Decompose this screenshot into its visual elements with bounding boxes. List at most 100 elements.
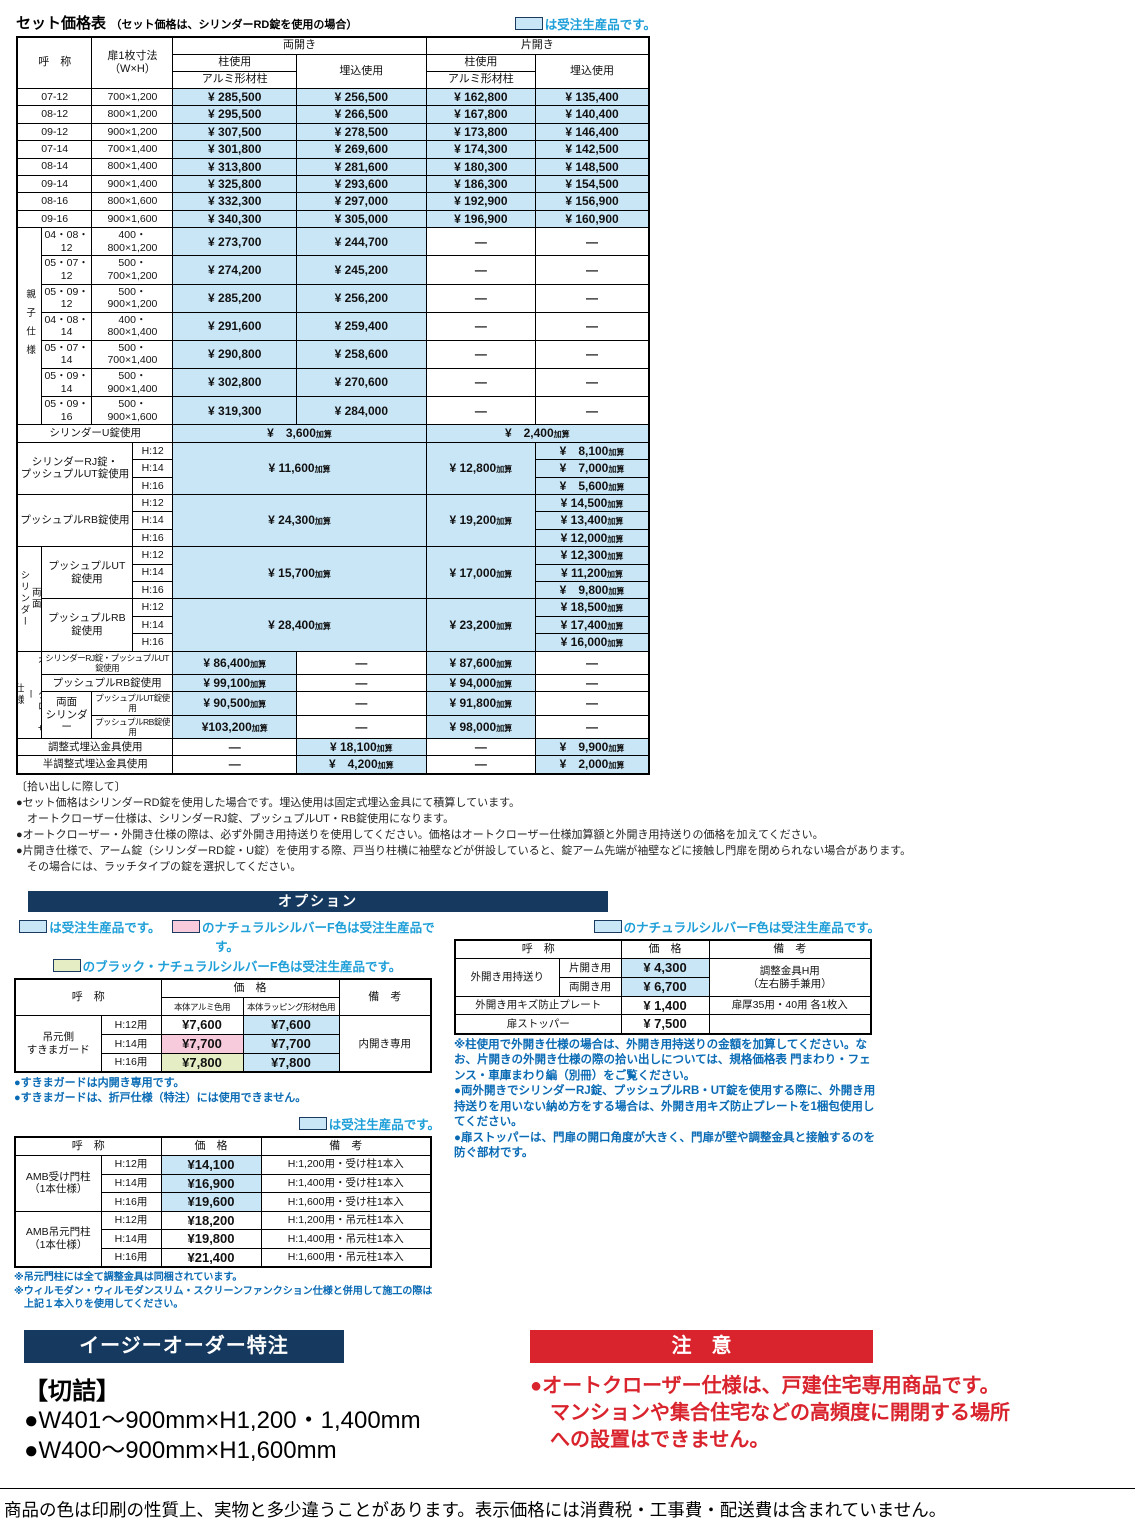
cell: H:12 bbox=[131, 493, 174, 513]
table-row: AMB吊元門柱 （1本仕様） H:12用 ¥18,200 H:1,200用・吊元柱1本… bbox=[14, 1210, 432, 1268]
cell: ¥ 98,000加算 bbox=[425, 714, 537, 740]
table-row: 08-16 800×1,600 ¥ 332,300 ¥ 297,000 ¥ 192,90… bbox=[16, 192, 650, 211]
cell: — bbox=[535, 691, 650, 716]
table-row: 05・09・12 500・900×1,200 ¥ 285,200 ¥ 256,200—… bbox=[17, 283, 650, 313]
cell: 08-12 bbox=[16, 105, 93, 124]
table-row: 両面 シリンダー プッシュプルUT錠使用 ¥ 90,500加算 — ¥ 91,800加算… bbox=[17, 691, 650, 740]
cell: H:1,600用・吊元柱1本入 bbox=[260, 1247, 432, 1268]
cell: 両面 シリンダー bbox=[40, 691, 93, 740]
cell: ¥ 274,200 bbox=[172, 255, 297, 285]
header-cell: 価 格 bbox=[160, 978, 340, 999]
cell: プッシュプルRB錠使用 bbox=[40, 673, 174, 693]
cell: 外開き用持送り bbox=[454, 958, 560, 997]
table-row: 07-12 700×1,200 ¥ 285,500 ¥ 256,500 ¥ 162,80… bbox=[16, 87, 650, 107]
cell: 05・07・14 bbox=[40, 339, 93, 370]
cell: — bbox=[425, 283, 537, 313]
header-cell: アルミ形材柱 bbox=[425, 71, 537, 89]
cell: ¥7,600 bbox=[242, 1015, 340, 1036]
cell: 500・900×1,600 bbox=[91, 396, 174, 426]
cell: プッシュプルUT錠使用 bbox=[40, 546, 133, 600]
table-row: H:16 ¥ 9,800加算 bbox=[17, 580, 650, 600]
cell: ¥ 325,800 bbox=[172, 174, 297, 194]
cell: ¥ 19,200加算 bbox=[425, 493, 537, 548]
cell: ¥103,200加算 bbox=[172, 714, 297, 740]
cell: — bbox=[425, 227, 537, 257]
table-row: H:16 ¥ 16,000加算 bbox=[17, 633, 650, 652]
table-row: 半調整式埋込金具使用 — ¥ 4,200加算 — ¥ 2,000加算 bbox=[16, 755, 650, 775]
cell: H:16 bbox=[131, 528, 174, 548]
cell: H:14 bbox=[131, 511, 174, 530]
cell: 09-16 bbox=[16, 209, 93, 229]
cell: ¥ 3,600加算 bbox=[172, 424, 427, 443]
cell: ¥ 11,200加算 bbox=[535, 563, 650, 582]
table-row: オートクローザー 仕様 シリンダーRJ錠・プッシュプルUT錠使用 ¥ 86,400加… bbox=[16, 650, 650, 740]
table-row: 外開き用持送り 片開き用 ¥ 4,300 調整金具H用 （左右勝手兼用） bbox=[454, 958, 872, 997]
cell: ¥ 154,500 bbox=[535, 174, 650, 194]
option-legend-line-2: のブラック・ナチュラルシルバーF色は受注生産品です。 bbox=[14, 956, 440, 975]
cell: — bbox=[535, 255, 650, 285]
cell: 700×1,200 bbox=[91, 87, 174, 107]
table-row: H:16用 ¥19,600 H:1,600用・受け柱1本入 bbox=[15, 1192, 432, 1212]
header-cell: 埋込使用 bbox=[535, 54, 650, 89]
made-to-order-swatch-blue bbox=[298, 1116, 327, 1130]
cell: オートクローザー 仕様 bbox=[16, 650, 42, 740]
cell: 扉ストッパー bbox=[454, 1014, 622, 1035]
cell: ¥ 148,500 bbox=[535, 157, 650, 176]
cell: AMB受け門柱 （1本仕様） bbox=[14, 1154, 102, 1212]
cell: ¥ 301,800 bbox=[172, 140, 297, 159]
cell: ¥ 23,200加算 bbox=[425, 598, 537, 652]
header-cell: 備 考 bbox=[260, 1136, 432, 1156]
cell: 500・700×1,400 bbox=[91, 339, 174, 370]
cell: ¥ 4,300 bbox=[620, 958, 710, 979]
easy-order-block: イージーオーダー特注 【切詰】 ●W401～900mm×H1,200・1,400… bbox=[24, 1329, 530, 1466]
table-row: プッシュプルRB錠使用 H:12 ¥ 24,300加算 ¥ 19,200加算 ¥ 14,… bbox=[16, 493, 650, 548]
cell: 900×1,400 bbox=[91, 174, 174, 194]
cell: ¥19,600 bbox=[160, 1192, 262, 1212]
cell: 09-14 bbox=[16, 174, 93, 194]
sukima-guard-table: 呼 称価 格備 考本体アルミ色用 本体ラッピング形材色用 吊元側 すきまガード H:1… bbox=[14, 978, 432, 1074]
cell: 08-16 bbox=[16, 192, 93, 211]
table-row: H:14用 ¥16,900 H:1,400用・受け柱1本入 bbox=[15, 1173, 432, 1194]
cell: ¥ 273,700 bbox=[172, 227, 297, 257]
cell: ¥ 6,700 bbox=[620, 977, 710, 997]
cell: ¥7,800 bbox=[160, 1052, 244, 1073]
cell: — bbox=[296, 673, 427, 693]
cell: — bbox=[425, 311, 537, 341]
cell: 04・08・14 bbox=[40, 311, 93, 341]
price-sheet-page: セット価格表 （セット価格は、シリンダーRD錠を使用の場合） は受注生産品です。… bbox=[0, 12, 1135, 1522]
cell: ¥7,800 bbox=[242, 1052, 340, 1073]
cell: ¥ 28,400加算 bbox=[172, 598, 427, 652]
table-row: アルミ形材柱 アルミ形材柱 bbox=[17, 71, 649, 89]
cell: — bbox=[425, 368, 537, 398]
note-line: ●オートクローザー・外開き仕様の際は、必ず外開き用持送りを使用してください。価格… bbox=[16, 828, 824, 841]
cell: 05・09・16 bbox=[40, 396, 93, 426]
cell: H:1,600用・受け柱1本入 bbox=[260, 1192, 432, 1212]
cell: ¥ 12,300加算 bbox=[535, 546, 650, 565]
made-to-order-swatch-blue bbox=[514, 17, 543, 30]
cell: 両面 シリンダー bbox=[16, 546, 42, 652]
cell: H:1,400用・吊元柱1本入 bbox=[260, 1229, 432, 1249]
cell: — bbox=[425, 255, 537, 285]
cell: ¥ 146,400 bbox=[535, 122, 650, 142]
cell: — bbox=[535, 650, 650, 675]
table-row: 呼 称価 格備 考 bbox=[14, 1136, 432, 1156]
cell: 800×1,600 bbox=[91, 192, 174, 211]
cell: ¥ 266,500 bbox=[296, 105, 427, 124]
cell: — bbox=[535, 673, 650, 693]
mochiokuri-table: 呼 称価 格備 考外開き用持送り 片開き用 ¥ 4,300 調整金具H用 （左右勝手兼… bbox=[454, 939, 872, 1035]
cell: H:1,200用・受け柱1本入 bbox=[260, 1154, 432, 1175]
cell: ¥ 256,500 bbox=[296, 87, 427, 107]
table-row: 呼 称扉1枚寸法 （W×H） 両開き 片開き bbox=[16, 36, 650, 89]
cell: ¥ 14,500加算 bbox=[535, 493, 650, 513]
options-right-column: のナチュラルシルバーF色は受注生産品です。 呼 称価 格備 考外開き用持送り 片開… bbox=[454, 916, 880, 1312]
set-price-table: 呼 称扉1枚寸法 （W×H） 両開き 片開き 柱使用 埋込使用 柱使用 埋込使用 アルミ形材柱… bbox=[16, 36, 650, 775]
cell: H:14 bbox=[131, 563, 174, 582]
cell: ¥ 290,800 bbox=[172, 339, 297, 370]
header-cell: 価 格 bbox=[620, 939, 710, 960]
cell: H:14 bbox=[131, 615, 174, 635]
options-section-bar: オプション bbox=[28, 891, 608, 913]
cell: 吊元側 すきまガード bbox=[14, 1015, 102, 1073]
cell: プッシュプルRB錠使用 bbox=[16, 493, 133, 548]
table-row: 05・09・16 500・900×1,600 ¥ 319,300 ¥ 284,000—… bbox=[17, 396, 650, 426]
table-row: 09-14 900×1,400 ¥ 325,800 ¥ 293,600 ¥ 186,30… bbox=[16, 174, 650, 194]
